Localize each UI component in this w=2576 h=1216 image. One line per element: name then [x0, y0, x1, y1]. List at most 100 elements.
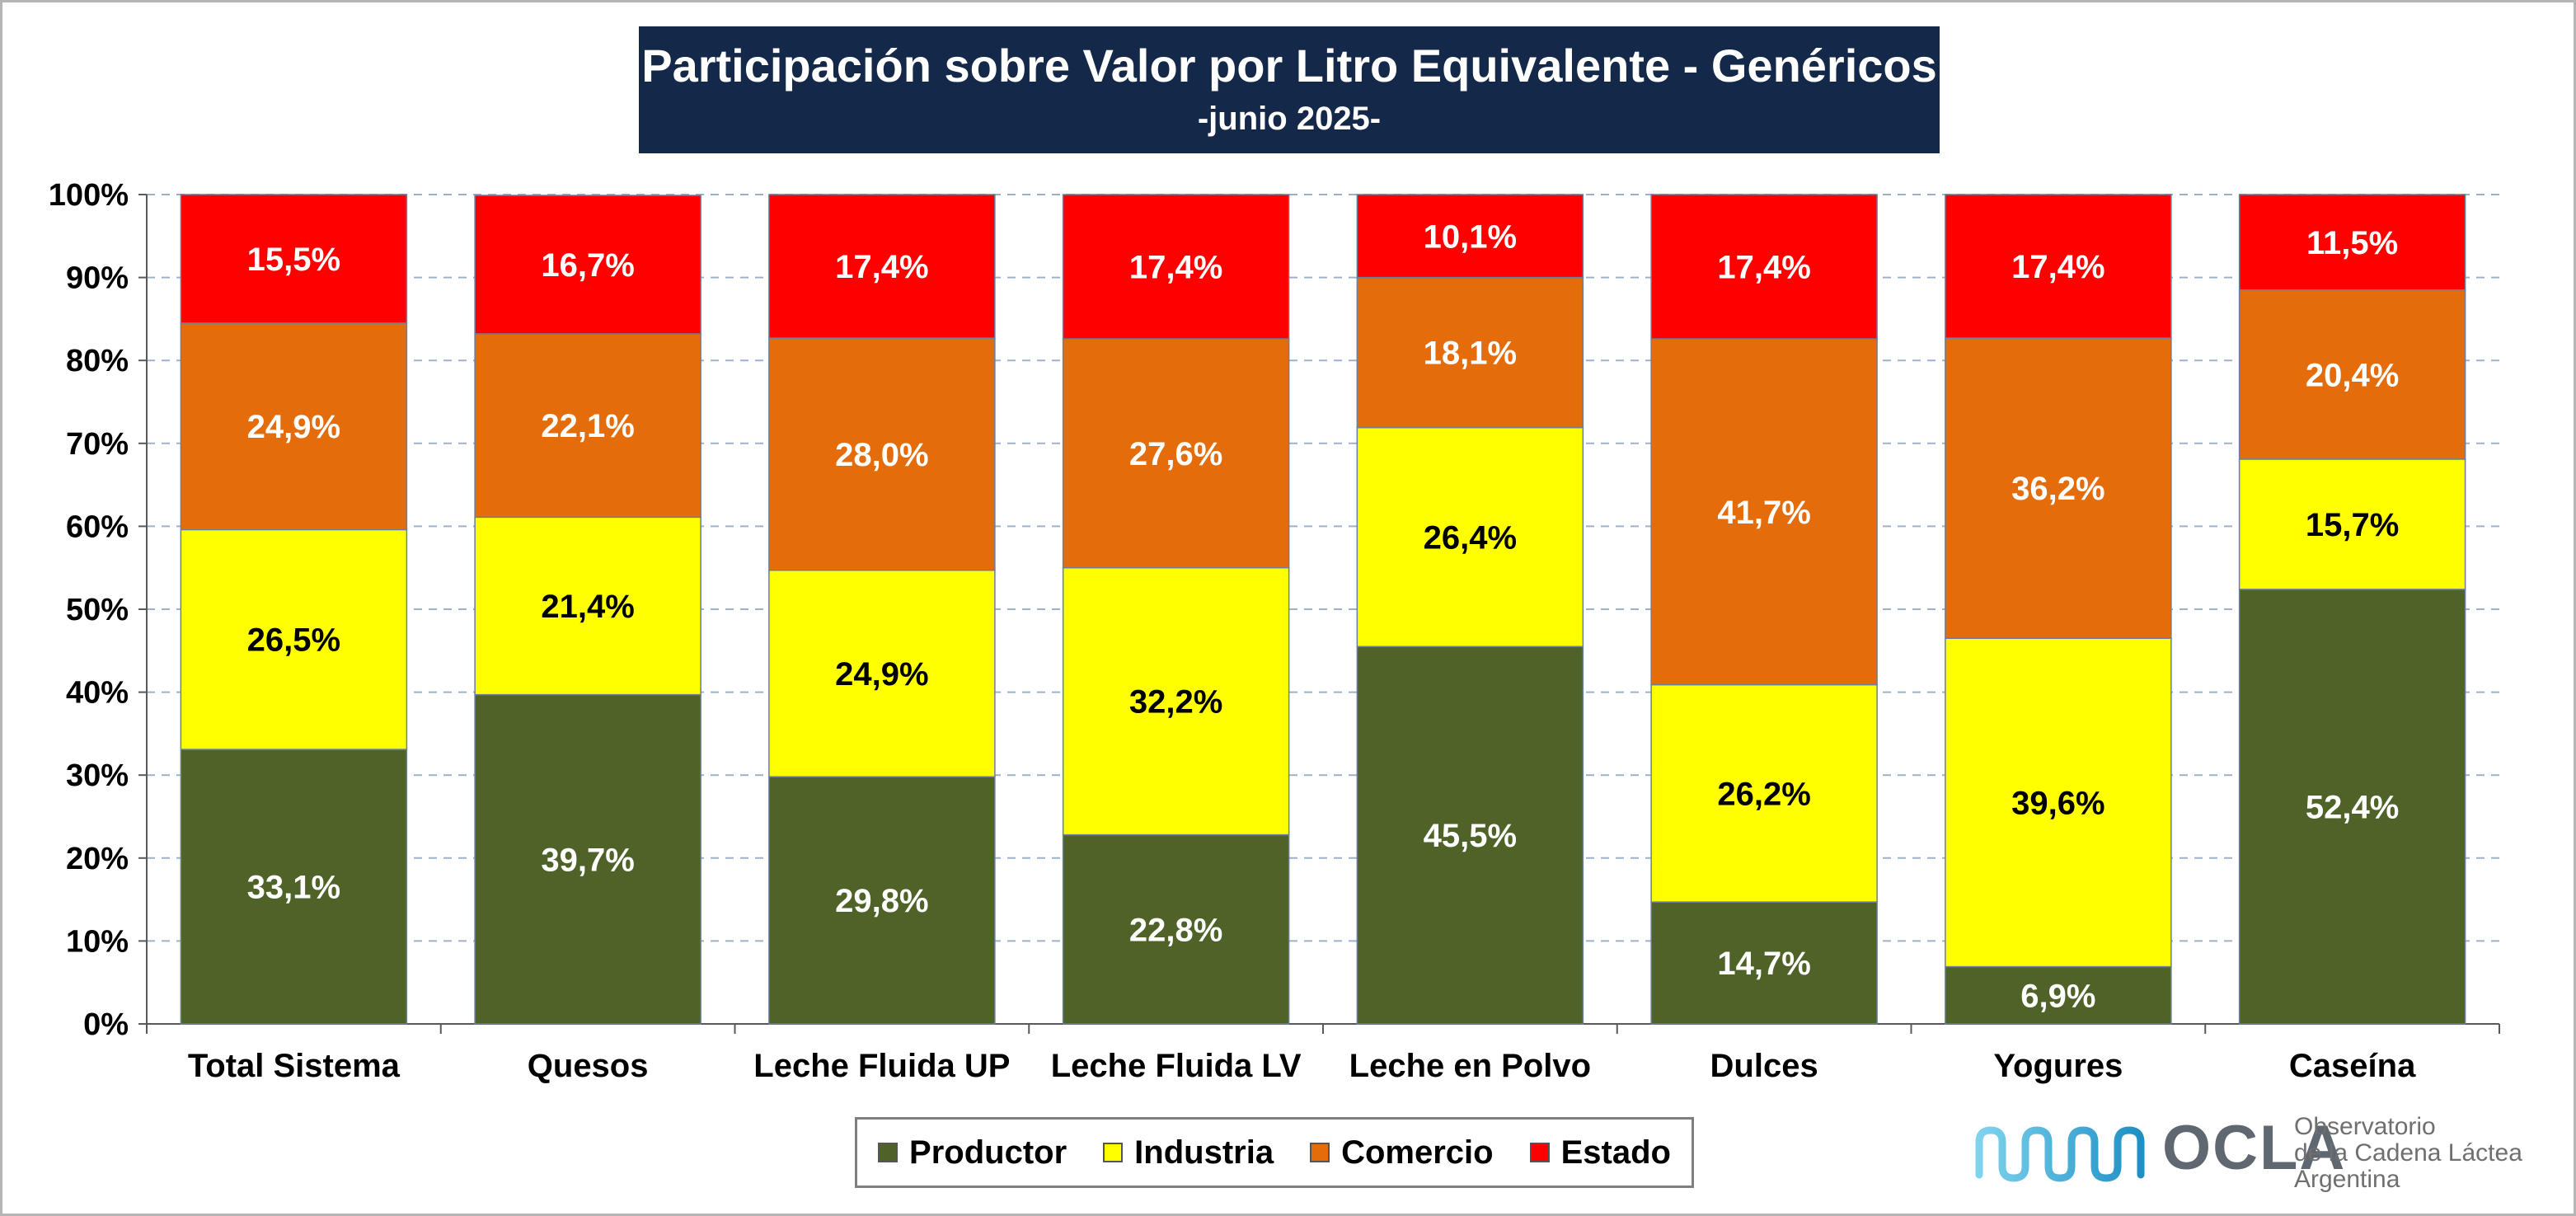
data-label-comercio-dulces: 41,7%: [1717, 495, 1810, 531]
data-label-industria-quesos: 21,4%: [541, 589, 634, 625]
bar-segment-industria-quesos: [474, 516, 701, 696]
data-label-industria-yogures: 39,6%: [2011, 785, 2104, 821]
data-label-industria-leche-fluida-up: 24,9%: [835, 656, 928, 693]
data-label-comercio-caseina: 20,4%: [2306, 357, 2399, 393]
y-axis-tick-labels: 0% 10% 20% 30% 40% 50% 60% 70% 80% 90% 100%: [49, 178, 129, 1042]
y-tick-label: 100%: [49, 178, 129, 213]
legend-label-comercio: Comercio: [1341, 1134, 1494, 1171]
bar-segment-industria-total-sistema: [180, 528, 408, 750]
data-label-productor-leche-fluida-up: 29,8%: [835, 883, 928, 919]
legend-item-estado: Estado: [1529, 1134, 1671, 1171]
x-axis-tick-labels: Total Sistema Quesos Leche Fluida UP Leche …: [188, 1048, 2416, 1084]
x-tick-label: Leche Fluida UP: [753, 1048, 1010, 1084]
data-label-productor-caseina: 52,4%: [2306, 789, 2399, 825]
legend-swatch-comercio: [1310, 1143, 1330, 1162]
legend: Productor Industria Comercio Estado: [855, 1117, 1694, 1188]
bar-segment-industria-dulces: [1650, 683, 1878, 903]
data-label-industria-dulces: 26,2%: [1717, 776, 1810, 812]
y-tick-label: 10%: [66, 924, 129, 959]
y-tick-label: 50%: [66, 593, 129, 627]
chart-title: Participación sobre Valor por Litro Equi…: [641, 40, 1937, 92]
logo-line-2: de la Cadena Láctea: [2294, 1139, 2522, 1167]
y-tick-label: 20%: [66, 842, 129, 876]
logo-line-3: Argentina: [2294, 1166, 2400, 1193]
data-label-industria-leche-en-polvo: 26,4%: [1424, 519, 1517, 556]
bar-segment-comercio-total-sistema: [180, 322, 408, 531]
data-labels: 33,1% 26,5% 24,9% 15,5% 39,7% 21,4% 22,1% 16,7%…: [247, 218, 2400, 1014]
bars: [180, 194, 2466, 1025]
data-label-estado-leche-en-polvo: 10,1%: [1424, 218, 1517, 255]
legend-label-estado: Estado: [1560, 1134, 1671, 1171]
data-label-estado-total-sistema: 15,5%: [247, 242, 340, 278]
bar-segment-productor-leche-fluida-up: [768, 776, 996, 1025]
data-label-industria-caseina: 15,7%: [2306, 507, 2399, 543]
ocla-logo: OCLA Observatorio de la Cadena Láctea Ar…: [1974, 1109, 2551, 1200]
data-label-productor-dulces: 14,7%: [1717, 946, 1810, 982]
bar-segment-comercio-dulces: [1650, 338, 1878, 686]
legend-swatch-industria: [1103, 1143, 1124, 1162]
data-label-estado-dulces: 17,4%: [1717, 250, 1810, 286]
bar-segment-comercio-leche-fluida-lv: [1062, 338, 1290, 569]
logo-subtitle: Observatorio de la Cadena Láctea Argenti…: [2294, 1114, 2522, 1193]
y-tick-label: 60%: [66, 509, 129, 544]
y-tick-label: 30%: [66, 758, 129, 793]
legend-item-industria: Industria: [1103, 1134, 1274, 1171]
bar-segment-estado-total-sistema: [180, 194, 408, 324]
x-tick-label: Leche Fluida LV: [1051, 1048, 1302, 1084]
data-label-industria-total-sistema: 26,5%: [247, 622, 340, 659]
bar-segment-estado-leche-fluida-lv: [1062, 194, 1290, 340]
legend-swatch-estado: [1529, 1143, 1550, 1162]
chart-subtitle: -junio 2025-: [1197, 101, 1382, 137]
bar-segment-industria-leche-en-polvo: [1356, 426, 1584, 648]
bar-segment-comercio-caseina: [2238, 289, 2466, 460]
data-label-productor-yogures: 6,9%: [2020, 978, 2095, 1014]
x-tick-label: Leche en Polvo: [1349, 1048, 1591, 1084]
bar-segment-productor-leche-en-polvo: [1356, 646, 1584, 1025]
bar-segment-estado-quesos: [474, 195, 701, 335]
bar-segment-industria-leche-fluida-lv: [1062, 566, 1290, 836]
x-tick-label: Quesos: [528, 1048, 649, 1084]
bar-segment-productor-dulces: [1650, 901, 1878, 1025]
y-tick-label: 70%: [66, 427, 129, 462]
bar-segment-estado-yogures: [1945, 194, 2172, 339]
data-label-comercio-quesos: 22,1%: [541, 408, 634, 444]
legend-label-productor: Productor: [909, 1134, 1067, 1171]
y-tick-label: 0%: [83, 1007, 129, 1042]
data-label-comercio-leche-fluida-up: 28,0%: [835, 437, 928, 473]
bar-segment-industria-caseina: [2238, 458, 2466, 590]
x-tick-label: Dulces: [1710, 1048, 1818, 1084]
bar-segment-comercio-yogures: [1945, 337, 2172, 639]
bar-segment-productor-quesos: [474, 693, 701, 1025]
logo-line-1: Observatorio: [2294, 1113, 2436, 1140]
legend-item-comercio: Comercio: [1310, 1134, 1494, 1171]
y-tick-label: 40%: [66, 676, 129, 711]
data-label-industria-leche-fluida-lv: 32,2%: [1129, 684, 1222, 721]
bar-segment-comercio-leche-en-polvo: [1356, 276, 1584, 429]
bar-segment-estado-leche-en-polvo: [1356, 194, 1584, 279]
x-tick-label: Total Sistema: [188, 1048, 401, 1084]
data-label-estado-yogures: 17,4%: [2011, 249, 2104, 285]
data-label-comercio-yogures: 36,2%: [2011, 471, 2104, 507]
data-label-productor-quesos: 39,7%: [541, 842, 634, 878]
data-label-productor-total-sistema: 33,1%: [247, 870, 340, 906]
legend-item-productor: Productor: [878, 1134, 1067, 1171]
bar-segment-productor-yogures: [1945, 965, 2172, 1025]
data-label-estado-caseina: 11,5%: [2306, 225, 2398, 261]
data-label-productor-leche-fluida-lv: 22,8%: [1129, 912, 1222, 948]
data-label-comercio-leche-en-polvo: 18,1%: [1424, 336, 1517, 372]
data-label-productor-leche-en-polvo: 45,5%: [1424, 818, 1517, 854]
x-tick-label: Caseína: [2289, 1048, 2416, 1084]
data-label-comercio-leche-fluida-lv: 27,6%: [1129, 436, 1222, 472]
chart-title-box: Participación sobre Valor por Litro Equi…: [639, 26, 1940, 153]
data-label-comercio-total-sistema: 24,9%: [247, 409, 340, 445]
y-tick-label: 90%: [66, 261, 129, 296]
bar-segment-industria-leche-fluida-up: [768, 569, 996, 777]
data-label-estado-leche-fluida-up: 17,4%: [835, 249, 928, 285]
logo-wordmark: OCLA: [2162, 1113, 2347, 1183]
bar-segment-estado-caseina: [2238, 194, 2466, 291]
x-tick-label: Yogures: [1993, 1048, 2123, 1084]
bar-segment-productor-leche-fluida-lv: [1062, 833, 1290, 1025]
bar-segment-productor-total-sistema: [180, 749, 408, 1025]
wave-icon: [1975, 1126, 2145, 1182]
